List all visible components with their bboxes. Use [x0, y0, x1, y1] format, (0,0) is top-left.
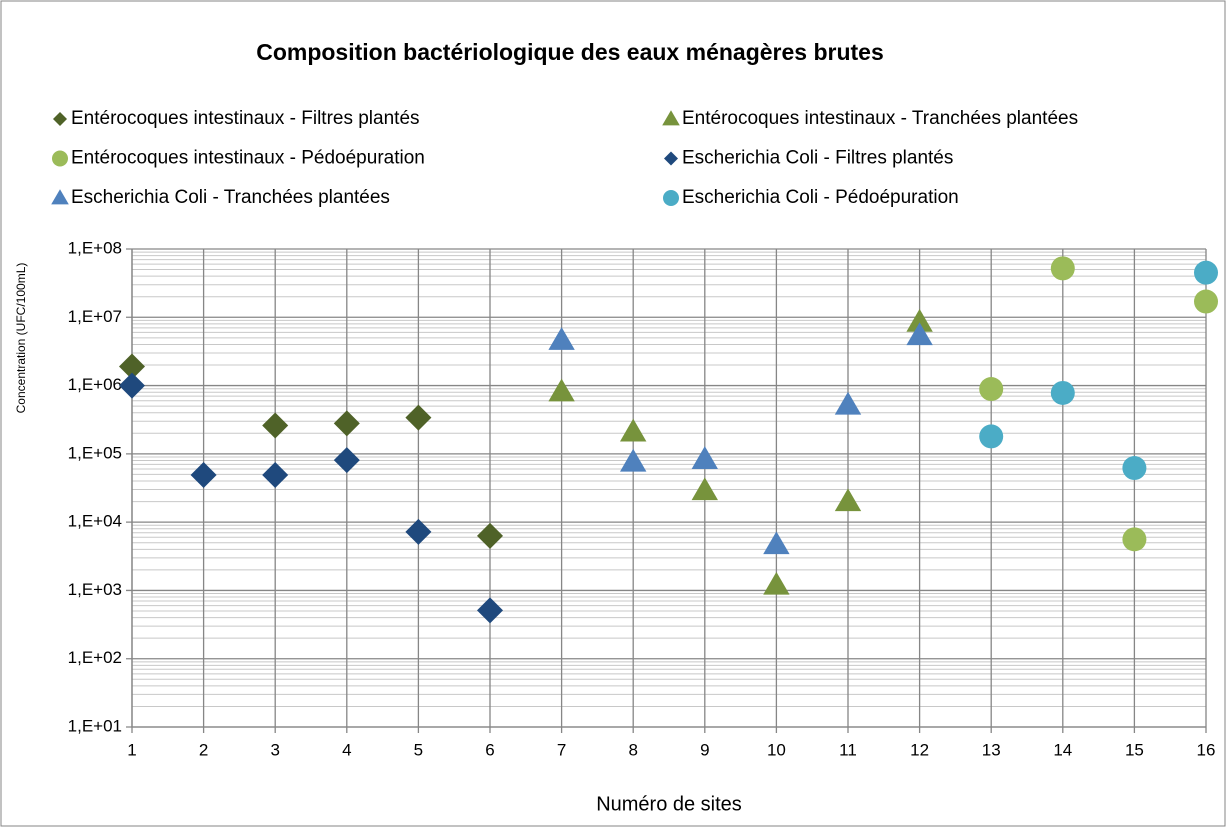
y-tick-label: 1,E+03 [68, 580, 122, 599]
x-tick-label: 11 [839, 740, 857, 759]
point [691, 446, 718, 469]
point [119, 372, 145, 399]
x-tick-label: 3 [270, 740, 279, 759]
x-tick-label: 2 [199, 740, 208, 759]
legend-label: Escherichia Coli - Pédoépuration [682, 187, 959, 208]
point [333, 447, 360, 474]
legend-marker [664, 151, 678, 166]
point [1122, 456, 1147, 481]
point [620, 448, 647, 472]
point [548, 378, 575, 402]
point [979, 424, 1004, 449]
y-tick-label: 1,E+06 [68, 375, 122, 394]
point [763, 531, 790, 555]
point [548, 327, 575, 350]
y-tick-label: 1,E+01 [68, 716, 122, 735]
point [906, 308, 933, 332]
y-axis-label: Concentration (UFC/100mL) [14, 263, 28, 414]
legend-label: Escherichia Coli - Tranchées plantées [71, 187, 390, 208]
point [834, 391, 862, 415]
x-tick-label: 10 [767, 740, 786, 759]
point [333, 410, 360, 437]
x-tick-label: 14 [1053, 740, 1072, 759]
point [763, 571, 790, 595]
point [477, 522, 503, 549]
x-tick-label: 4 [342, 740, 351, 759]
point [405, 518, 432, 545]
point [1050, 256, 1075, 281]
x-tick-label: 16 [1197, 740, 1216, 759]
x-axis-label: Numéro de sites [596, 793, 742, 815]
x-tick-label: 8 [628, 740, 637, 759]
legend-label: Entérocoques intestinaux - Tranchées pla… [682, 108, 1078, 129]
x-tick-label: 13 [982, 740, 1001, 759]
point [906, 322, 933, 346]
point [1122, 527, 1147, 552]
x-tick-label: 12 [910, 740, 929, 759]
chart-title: Composition bactériologique des eaux mén… [256, 39, 884, 65]
point [979, 377, 1004, 402]
x-tick-label: 6 [485, 740, 494, 759]
legend-marker [51, 189, 69, 205]
x-tick-label: 9 [700, 740, 709, 759]
legend-label: Entérocoques intestinaux - Pédoépuration [71, 148, 425, 169]
legend-label: Escherichia Coli - Filtres plantés [682, 148, 953, 169]
point [477, 597, 503, 624]
y-tick-label: 1,E+02 [68, 648, 122, 667]
y-tick-label: 1,E+08 [68, 238, 122, 257]
point [262, 462, 289, 489]
point [405, 404, 432, 431]
legend-label: Entérocoques intestinaux - Filtres plant… [71, 108, 420, 129]
y-tick-label: 1,E+07 [68, 307, 122, 326]
point [691, 477, 718, 501]
x-tick-label: 5 [414, 740, 423, 759]
point [119, 353, 145, 380]
point [1050, 380, 1075, 405]
legend-marker [663, 190, 679, 206]
point [1194, 289, 1218, 314]
point [834, 488, 862, 512]
legend-marker [52, 150, 68, 167]
point [1194, 260, 1218, 285]
point [262, 412, 289, 439]
x-tick-label: 1 [127, 740, 136, 759]
x-tick-label: 7 [557, 740, 566, 759]
point [620, 418, 647, 442]
legend-marker [662, 110, 680, 126]
legend-marker [53, 112, 67, 126]
x-tick-label: 15 [1125, 740, 1144, 759]
y-tick-label: 1,E+05 [68, 443, 122, 462]
y-tick-label: 1,E+04 [68, 512, 122, 531]
point [190, 462, 217, 489]
